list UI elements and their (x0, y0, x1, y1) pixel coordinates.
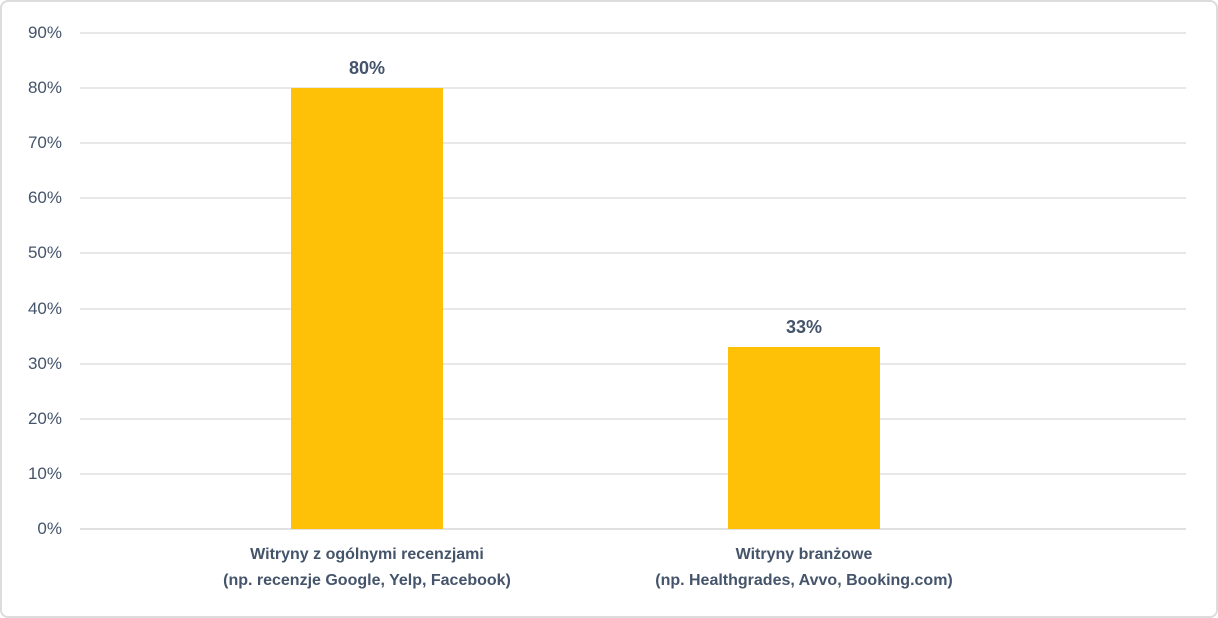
category-label-line2: (np. recenzje Google, Yelp, Facebook) (223, 572, 511, 589)
bar-group-general-review-sites: 80% (291, 33, 443, 529)
y-tick-label: 80% (27, 78, 62, 98)
y-tick-label: 90% (27, 23, 62, 42)
category-label-industry-sites: Witryny branżowe (np. Healthgrades, Avvo… (569, 542, 1039, 594)
y-tick-label: 70% (27, 133, 62, 153)
gridline (80, 32, 1186, 34)
gridline (80, 528, 1186, 530)
gridline (80, 142, 1186, 145)
y-tick-label: 60% (27, 188, 62, 208)
y-tick-label: 50% (27, 243, 62, 263)
bar (291, 88, 443, 529)
x-axis-labels: Witryny z ogólnymi recenzjami (np. recen… (80, 542, 1186, 602)
gridline (80, 87, 1186, 90)
gridline (80, 307, 1186, 310)
gridline (80, 252, 1186, 255)
category-label-line2: (np. Healthgrades, Avvo, Booking.com) (655, 572, 953, 589)
y-tick-label: 30% (27, 353, 62, 373)
gridline (80, 472, 1186, 475)
category-label-line1: Witryny branżowe (735, 546, 873, 563)
bar (728, 347, 880, 529)
y-tick-label: 20% (27, 408, 62, 428)
gridline (80, 417, 1186, 420)
y-axis-labels: 0% 10% 20% 30% 40% 50% 60% 70% 80% 90% (2, 23, 62, 538)
category-label-line1: Witryny z ogólnymi recenzjami (250, 546, 484, 563)
bar-group-industry-sites: 33% (728, 33, 880, 529)
bar-value-label: 80% (348, 58, 386, 79)
y-tick-label: 0% (37, 519, 62, 538)
y-tick-label: 40% (27, 298, 62, 318)
gridline (80, 197, 1186, 200)
y-tick-label: 10% (27, 463, 62, 483)
category-label-general-review-sites: Witryny z ogólnymi recenzjami (np. recen… (132, 542, 602, 594)
gridline (80, 362, 1186, 365)
plot-area: 80% 33% (80, 32, 1186, 530)
bar-value-label: 33% (785, 317, 823, 338)
